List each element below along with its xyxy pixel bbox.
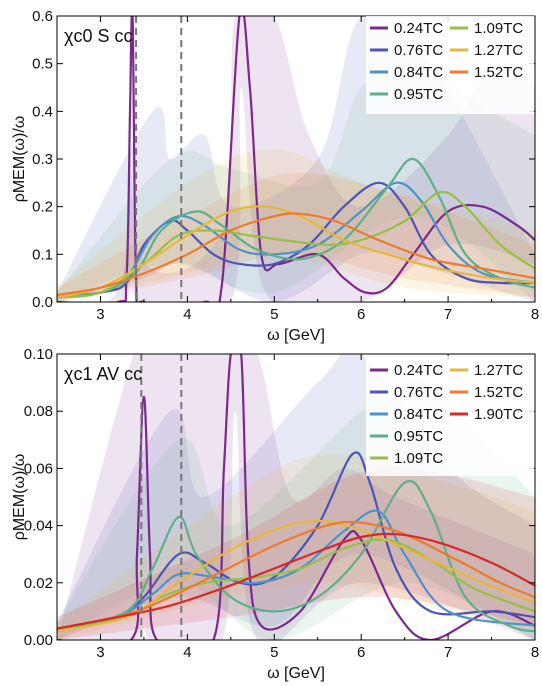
uncertainty-band-0 [57, 16, 535, 302]
uncertainty-band-4 [57, 172, 535, 302]
legend-entry-0-24tc: 0.24TC [394, 20, 443, 37]
y-tick-label: 0.08 [24, 403, 53, 420]
y-tick-label: 0.6 [32, 8, 53, 25]
legend-entry-0-84tc: 0.84TC [394, 406, 443, 423]
legend-entry-0-76tc: 0.76TC [394, 42, 443, 59]
x-tick-label: 6 [357, 306, 365, 323]
uncertainty-band-4 [57, 467, 535, 640]
legend-entry-0-24tc: 0.24TC [394, 362, 443, 379]
x-tick-label: 5 [270, 644, 278, 661]
series-line-1-27tc [57, 519, 535, 633]
y-tick-label: 0.10 [24, 346, 53, 363]
chi-c0-panel: 3 4 5 6 7 8 0.0 0.1 0.2 0.3 0.4 0.5 0.6 χc0 S cc ω [… [11, 8, 539, 344]
legend-entry-1-52tc: 1.52TC [474, 384, 523, 401]
y-tick-label: 0.3 [32, 151, 53, 168]
y-tick-label: 0.4 [32, 103, 53, 120]
x-tick-label: 7 [444, 306, 452, 323]
y-axis-title: ρMEM(ω)/ω [11, 454, 28, 541]
series-line-0-76tc [57, 181, 535, 299]
legend: 0.24TC 0.76TC 0.84TC 0.95TC 1.09TC 1.27TC 1.52… [366, 16, 534, 114]
legend-background [366, 16, 534, 114]
x-axis-title: ω [GeV] [267, 327, 325, 344]
y-tick-label: 0.06 [24, 460, 53, 477]
legend-entry-1-52tc: 1.52TC [474, 64, 523, 81]
legend-entry-1-90tc: 1.90TC [474, 406, 523, 423]
series-line-0-76tc [57, 451, 535, 633]
y-tick-label: 0.1 [32, 246, 53, 263]
chi-c1-panel: 3 4 5 6 7 8 0.00 0.02 0.04 0.06 0.08 0.10 χc1 AV cc… [11, 346, 539, 682]
legend-entry-1-09tc: 1.09TC [474, 20, 523, 37]
series-line-0-24tc [57, 16, 535, 302]
plot-frame [56, 353, 536, 641]
y-tick-label: 0.04 [24, 518, 53, 535]
uncertainty-band-0 [57, 354, 535, 640]
series-line-1-27tc [57, 205, 535, 299]
x-tick-label: 4 [183, 306, 191, 323]
legend-background [366, 356, 534, 476]
y-tick-label: 0.5 [32, 56, 53, 73]
series-line-1-52tc [57, 212, 535, 296]
series-line-0-24tc [57, 354, 535, 640]
legend-entry-0-76tc: 0.76TC [394, 384, 443, 401]
x-tick-label: 8 [531, 306, 539, 323]
spectral-curves [57, 16, 535, 302]
panel-label: χc0 S cc [64, 26, 132, 46]
x-tick-label: 3 [96, 306, 104, 323]
legend-entry-0-95tc: 0.95TC [394, 428, 443, 445]
legend-entry-1-27tc: 1.27TC [474, 42, 523, 59]
x-tick-label: 5 [270, 306, 278, 323]
uncertainty-band-1 [57, 354, 535, 640]
series-line-1-52tc [57, 520, 535, 630]
series-line-0-84tc [57, 181, 535, 299]
y-axis-title: ρMEM(ω)/ω [11, 116, 28, 203]
axes: 3 4 5 6 7 8 0.0 0.1 0.2 0.3 0.4 0.5 0.6 [32, 8, 539, 323]
axes: 3 4 5 6 7 8 0.00 0.02 0.04 0.06 0.08 0.10 [24, 346, 539, 661]
uncertainty-band-3 [57, 149, 535, 302]
x-tick-label: 4 [183, 644, 191, 661]
y-tick-label: 0.2 [32, 199, 53, 216]
legend-entry-0-95tc: 0.95TC [394, 86, 443, 103]
legend-entry-1-09tc: 1.09TC [394, 450, 443, 467]
series-line-1-90tc [57, 532, 535, 630]
x-tick-label: 3 [96, 644, 104, 661]
x-tick-label: 7 [444, 644, 452, 661]
y-tick-label: 0.0 [32, 294, 53, 311]
y-tick-label: 0.02 [24, 575, 53, 592]
legend: 0.24TC 0.76TC 0.84TC 0.95TC 1.09TC 1.27TC 1.52… [366, 356, 534, 476]
legend-entry-1-27tc: 1.27TC [474, 362, 523, 379]
x-tick-label: 6 [357, 644, 365, 661]
spectral-curves [57, 354, 535, 640]
series-line-0-84tc [57, 509, 535, 633]
legend-entry-0-84tc: 0.84TC [394, 64, 443, 81]
series-line-0-95tc [57, 157, 535, 299]
x-axis-title: ω [GeV] [267, 665, 325, 682]
y-tick-label: 0.00 [24, 632, 53, 649]
series-line-0-95tc [57, 480, 535, 633]
panel-label: χc1 AV cc [64, 364, 142, 384]
x-tick-label: 8 [531, 644, 539, 661]
